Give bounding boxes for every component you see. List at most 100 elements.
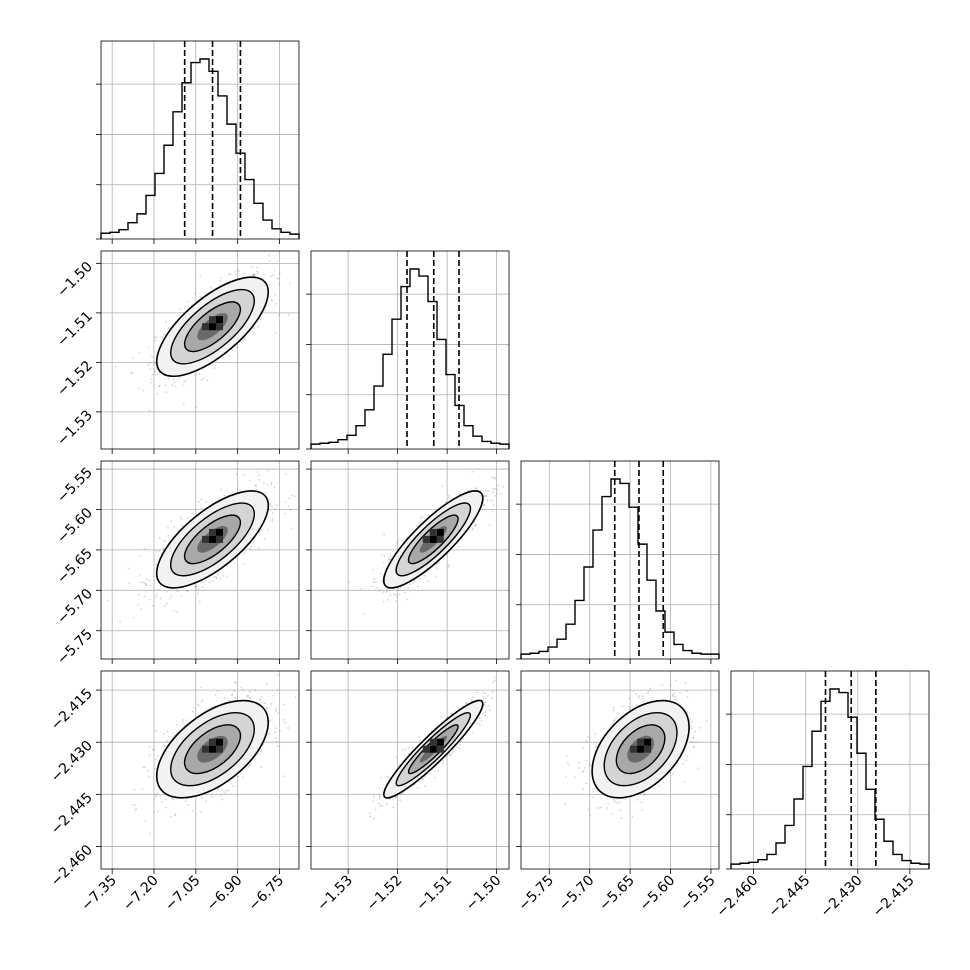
scatter-point [236,346,239,349]
scatter-point [389,556,392,559]
scatter-point [273,269,276,272]
scatter-point [236,269,239,271]
density-peak-cell [209,323,216,331]
scatter-point [244,339,247,342]
scatter-point [284,501,287,503]
scatter-point [248,696,251,699]
scatter-point [459,491,461,494]
axes-frame [730,670,930,870]
scatter-point [474,524,477,527]
scatter-point [441,485,444,487]
scatter-point [287,727,290,729]
scatter-point [284,512,287,515]
scatter-point [247,694,249,697]
scatter-point [238,270,240,273]
x-tick-label: −6.90 [204,873,246,915]
scatter-point [267,469,270,472]
scatter-point [170,520,173,523]
scatter-point [205,292,208,295]
scatter-point [487,490,490,492]
scatter-point [492,491,494,493]
scatter-point [460,740,463,743]
scatter-point [378,589,380,592]
scatter-point [496,493,498,495]
scatter-point [154,370,156,373]
scatter-point [398,593,401,596]
scatter-point [483,504,486,506]
scatter-point [279,729,281,732]
y-tick-label: −5.65 [54,545,96,587]
scatter-point [378,795,381,797]
scatter-point [252,541,255,544]
scatter-point [133,789,136,791]
scatter-point [148,754,151,756]
scatter-point [399,586,402,589]
histogram-panel-3 [726,670,930,874]
scatter-point [222,575,224,577]
density-peak-cell [216,738,223,746]
scatter-point [165,590,168,593]
scatter-point [397,588,400,590]
histogram-step [520,478,720,659]
scatter-point [474,487,476,489]
density-peak-cell [202,535,209,543]
scatter-point [278,282,280,285]
scatter-point [404,748,407,751]
scatter-point [215,577,218,580]
scatter-point [470,699,473,702]
scatter-point [178,307,181,310]
scatter-point [153,336,156,338]
scatter-point [491,691,494,693]
scatter-point [429,773,432,775]
scatter-point [256,266,259,269]
scatter-point [252,327,255,330]
scatter-point [119,620,121,623]
scatter-point [261,696,263,698]
scatter-point [201,586,204,588]
scatter-point [153,811,155,813]
scatter-point [491,510,494,513]
scatter-point [239,489,241,491]
scatter-point [396,542,398,544]
scatter-point [134,804,137,806]
scatter-point [392,806,395,809]
scatter-point [139,581,142,584]
scatter-point [585,759,588,762]
scatter-point [385,591,388,593]
scatter-point [383,555,386,557]
scatter-point [249,764,252,766]
scatter-point [242,272,245,275]
scatter-point [378,804,381,807]
scatter-point [219,279,222,282]
scatter-point [155,336,158,339]
scatter-point [193,706,195,709]
scatter-point [149,381,152,384]
scatter-point [255,485,257,487]
scatter-point [419,739,421,741]
scatter-point [448,753,450,756]
scatter-point [200,498,203,501]
scatter-point [266,484,269,486]
scatter-point [155,796,158,798]
scatter-point [228,699,231,702]
scatter-point [208,581,211,584]
scatter-point [217,573,219,576]
scatter-point [671,689,674,692]
scatter-point [260,766,263,768]
density-peak-cell [216,323,223,331]
scatter-point [268,283,271,286]
scatter-point [427,514,430,517]
scatter-point [195,406,198,409]
scatter-point [274,503,277,506]
scatter-point [271,520,274,522]
scatter-point [164,798,167,801]
scatter-point [372,568,375,571]
scatter-point [263,482,265,484]
scatter-point [635,704,638,707]
scatter-point [484,711,487,714]
scatter-point [371,585,374,587]
scatter-point [574,776,576,779]
histogram-step [310,268,510,449]
scatter-point [163,540,166,543]
scatter-point [272,694,275,697]
